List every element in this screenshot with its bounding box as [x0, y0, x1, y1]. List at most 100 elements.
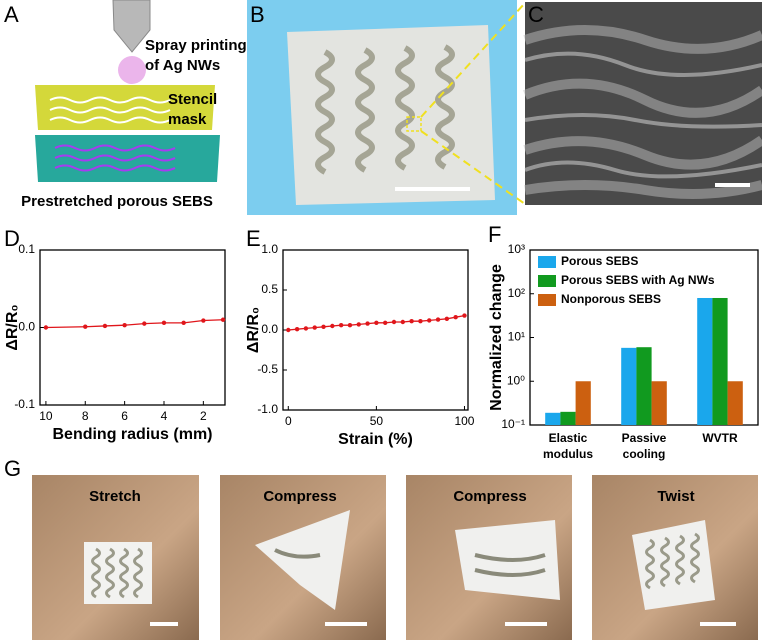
legend-label: Porous SEBS — [561, 254, 638, 268]
y-tick-label: 1.0 — [261, 242, 278, 256]
bar — [727, 381, 743, 425]
y-tick-label: 10⁻¹ — [501, 417, 525, 431]
data-point — [330, 323, 335, 329]
x-tick-label: Passive cooling — [622, 431, 667, 461]
data-point — [453, 315, 458, 320]
x-tick-label: 0 — [285, 414, 292, 428]
bar — [621, 347, 637, 425]
label: Stencil — [168, 91, 217, 108]
data-point — [201, 318, 206, 323]
data-line — [45, 319, 224, 329]
x-tick-label: 6 — [121, 409, 128, 423]
nozzle — [112, 0, 151, 53]
data-point — [418, 319, 423, 324]
legend-swatch — [538, 294, 556, 306]
data-point — [220, 317, 226, 322]
legend-label: Porous SEBS with Ag NWs — [561, 273, 715, 287]
panel-label: C — [528, 2, 544, 27]
x-tick-label: 2 — [200, 409, 207, 423]
panel-label: B — [250, 2, 265, 27]
y-axis-label: ΔR/R₀ — [245, 307, 262, 353]
data-point — [382, 320, 388, 325]
stencil — [35, 85, 215, 130]
panel-label: D — [4, 226, 20, 251]
data-point — [286, 327, 291, 333]
y-tick-label: -1.0 — [257, 402, 278, 416]
y-tick-label: 0.5 — [261, 282, 278, 296]
panel-label: F — [488, 222, 501, 247]
plot-frame — [282, 249, 469, 411]
sem-image — [523, 2, 762, 205]
substrate — [35, 135, 220, 182]
data-point — [347, 323, 353, 328]
y-tick-label: 0.0 — [261, 322, 278, 336]
panel-label: G — [4, 456, 21, 481]
y-axis-label: ΔR/R₀ — [4, 304, 21, 350]
y-tick-label: -0.1 — [14, 397, 35, 411]
data-point — [321, 324, 326, 329]
data-point — [374, 320, 379, 325]
data-point — [400, 319, 406, 325]
x-tick-label: 10 — [39, 409, 53, 423]
data-point — [427, 318, 432, 323]
ag-pattern — [54, 144, 176, 172]
zoom-line — [420, 130, 526, 205]
bar — [697, 297, 713, 425]
photo — [247, 0, 517, 215]
data-point — [122, 322, 127, 328]
label: Prestretched porous SEBS — [21, 193, 213, 210]
y-tick-label: 10³ — [508, 242, 525, 256]
bar — [560, 411, 576, 425]
scale-bar — [715, 183, 750, 187]
y-axis-label: Normalized change — [488, 264, 505, 411]
photo-label: Compress — [263, 488, 336, 505]
bar — [651, 381, 667, 425]
data-point — [142, 321, 147, 326]
x-tick-label: WVTR — [702, 431, 738, 445]
schematic: Spray printing of Ag NWs Stencil mask Pr… — [21, 0, 247, 210]
y-tick-label: 10⁰ — [507, 373, 525, 387]
data-point — [303, 326, 309, 331]
data-point — [43, 325, 49, 330]
data-point — [356, 322, 361, 327]
label: of Ag NWs — [145, 57, 220, 74]
bar — [575, 381, 591, 425]
photo-label: Compress — [453, 488, 526, 505]
data-point — [444, 316, 450, 321]
x-tick-label: 8 — [82, 409, 89, 423]
panel-label: E — [246, 226, 261, 251]
data-point — [462, 313, 467, 318]
y-tick-label: 0.1 — [18, 242, 35, 256]
data-point — [365, 321, 370, 326]
bar — [712, 297, 728, 425]
scale-bar — [395, 187, 470, 191]
legend-label: Nonporous SEBS — [561, 292, 661, 306]
bar — [545, 412, 561, 425]
data-point — [102, 323, 108, 329]
data-point — [161, 320, 167, 326]
data-point — [409, 319, 414, 324]
legend-swatch — [538, 275, 556, 287]
panel-label: A — [4, 2, 19, 27]
data-point — [312, 325, 317, 330]
photo-label: Twist — [657, 488, 694, 505]
x-tick-label: 4 — [161, 409, 168, 423]
stencil-pattern — [49, 96, 171, 124]
y-tick-label: 0.0 — [18, 320, 35, 334]
data-point — [294, 327, 300, 332]
y-tick-label: 10¹ — [508, 330, 525, 344]
bar — [636, 347, 652, 425]
y-tick-label: 10² — [508, 286, 525, 300]
label: Spray printing — [145, 37, 247, 54]
data-point — [391, 319, 397, 325]
x-tick-label: 100 — [454, 414, 474, 428]
data-point — [435, 317, 441, 322]
x-axis-label: Bending radius (mm) — [52, 426, 212, 443]
y-tick-label: -0.5 — [257, 362, 278, 376]
x-axis-label: Strain (%) — [338, 431, 413, 448]
x-tick-label: 50 — [370, 414, 384, 428]
data-point — [338, 323, 344, 328]
photos: Stretch Compress Compress Twist — [32, 475, 758, 640]
label: mask — [168, 111, 207, 128]
